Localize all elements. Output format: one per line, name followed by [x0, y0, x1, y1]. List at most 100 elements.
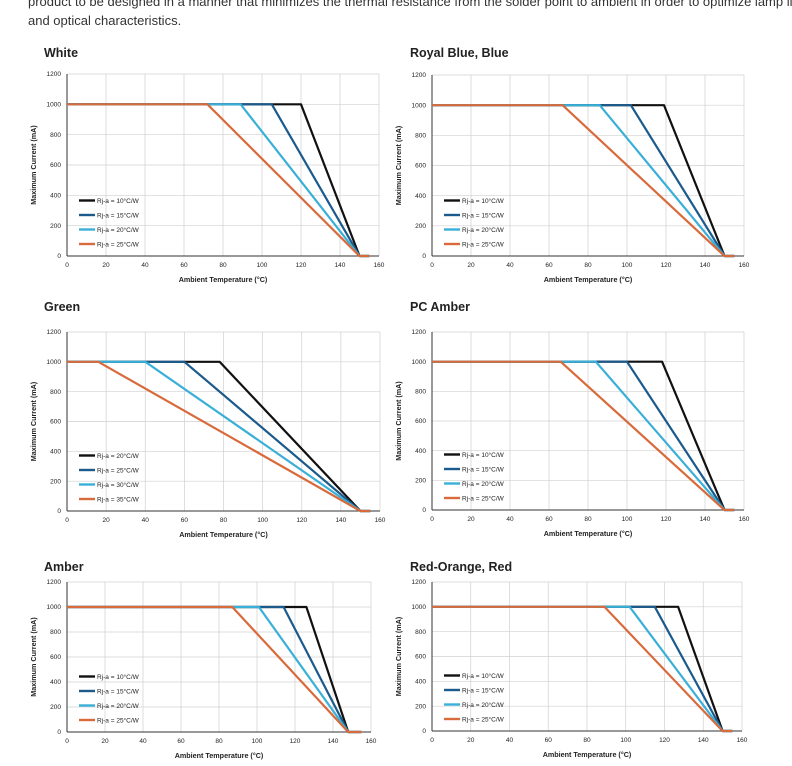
legend-label: Rj-a = 25°C/W [462, 494, 505, 502]
legend-label: Rj-a = 20°C/W [462, 701, 505, 709]
x-tick-label: 60 [177, 738, 185, 745]
legend-label: Rj-a = 10°C/W [462, 672, 505, 680]
x-tick-label: 60 [545, 262, 553, 269]
x-tick-label: 20 [467, 262, 475, 269]
chart-title: Amber [44, 560, 84, 574]
x-tick-label: 140 [700, 516, 711, 523]
y-tick-label: 1200 [47, 329, 62, 336]
x-axis-title: Ambient Temperature (°C) [544, 529, 633, 538]
y-tick-label: 600 [50, 419, 61, 426]
x-tick-label: 120 [659, 737, 670, 744]
x-tick-label: 20 [467, 516, 475, 523]
series-line [67, 605, 362, 734]
y-tick-label: 600 [415, 163, 426, 170]
legend-label: Rj-a = 15°C/W [97, 687, 140, 695]
series-line [432, 605, 733, 733]
y-tick-label: 200 [50, 223, 61, 230]
y-tick-label: 600 [50, 162, 61, 169]
x-tick-label: 80 [220, 517, 228, 524]
x-tick-label: 20 [101, 738, 109, 745]
y-tick-label: 800 [415, 629, 426, 636]
y-tick-label: 1000 [47, 359, 62, 366]
x-tick-label: 80 [583, 737, 591, 744]
x-tick-label: 120 [661, 262, 672, 269]
x-tick-label: 0 [65, 262, 69, 269]
legend-label: Rj-a = 20°C/W [462, 226, 505, 234]
legend-label: Rj-a = 20°C/W [97, 452, 140, 460]
y-tick-label: 400 [415, 193, 426, 200]
x-tick-label: 100 [620, 737, 631, 744]
x-axis-title: Ambient Temperature (°C) [543, 750, 632, 759]
legend-label: Rj-a = 25°C/W [97, 466, 140, 474]
series-line [432, 605, 733, 733]
legend-label: Rj-a = 25°C/W [462, 715, 505, 723]
y-tick-label: 1200 [412, 329, 427, 336]
legend-label: Rj-a = 25°C/W [97, 240, 140, 248]
y-tick-label: 0 [57, 508, 61, 515]
x-tick-label: 20 [102, 262, 110, 269]
y-tick-label: 800 [415, 389, 426, 396]
chart-title: Royal Blue, Blue [410, 46, 509, 60]
y-axis-title: Maximum Current (mA) [394, 381, 403, 461]
x-tick-label: 80 [215, 738, 223, 745]
legend-label: Rj-a = 25°C/W [97, 716, 140, 724]
y-tick-label: 1000 [412, 102, 427, 109]
x-tick-label: 140 [335, 262, 346, 269]
y-tick-label: 200 [50, 478, 61, 485]
x-tick-label: 0 [430, 262, 434, 269]
legend-label: Rj-a = 10°C/W [97, 673, 140, 681]
x-tick-label: 100 [257, 262, 268, 269]
legend-label: Rj-a = 20°C/W [97, 702, 140, 710]
chart-title: Green [44, 300, 81, 314]
series-line [432, 360, 735, 512]
x-tick-label: 80 [584, 516, 592, 523]
y-tick-label: 600 [415, 654, 426, 661]
legend-label: Rj-a = 30°C/W [97, 481, 140, 489]
y-tick-label: 800 [50, 629, 61, 636]
legend-label: Rj-a = 25°C/W [462, 240, 505, 248]
chart-title: Red-Orange, Red [410, 560, 513, 574]
x-tick-label: 120 [296, 517, 307, 524]
y-tick-label: 400 [415, 679, 426, 686]
x-tick-label: 160 [374, 262, 385, 269]
y-tick-label: 1000 [47, 604, 62, 611]
y-tick-label: 0 [422, 507, 426, 514]
x-tick-label: 80 [584, 262, 592, 269]
x-tick-label: 0 [430, 737, 434, 744]
x-tick-label: 100 [257, 517, 268, 524]
legend-label: Rj-a = 15°C/W [462, 465, 505, 473]
y-tick-label: 200 [50, 704, 61, 711]
y-tick-label: 400 [50, 193, 61, 200]
y-tick-label: 800 [50, 389, 61, 396]
x-axis-title: Ambient Temperature (°C) [175, 751, 264, 760]
legend-label: Rj-a = 15°C/W [97, 211, 140, 219]
x-tick-label: 160 [366, 738, 377, 745]
series-line [67, 360, 371, 513]
x-tick-label: 140 [335, 517, 346, 524]
x-tick-label: 160 [375, 517, 386, 524]
y-tick-label: 400 [415, 448, 426, 455]
x-tick-label: 40 [139, 738, 147, 745]
x-tick-label: 100 [622, 516, 633, 523]
legend-label: Rj-a = 20°C/W [462, 480, 505, 488]
x-tick-label: 160 [739, 516, 750, 523]
y-tick-label: 200 [415, 703, 426, 710]
x-tick-label: 100 [622, 262, 633, 269]
chart-title: PC Amber [410, 300, 470, 314]
x-tick-label: 60 [181, 517, 189, 524]
legend-label: Rj-a = 15°C/W [462, 686, 505, 694]
x-tick-label: 20 [467, 737, 475, 744]
y-tick-label: 800 [415, 133, 426, 140]
y-tick-label: 1000 [47, 102, 62, 109]
x-axis-title: Ambient Temperature (°C) [179, 275, 268, 284]
y-axis-title: Maximum Current (mA) [29, 125, 38, 205]
x-axis-title: Ambient Temperature (°C) [544, 275, 633, 284]
x-tick-label: 0 [430, 516, 434, 523]
x-tick-label: 0 [65, 517, 69, 524]
y-tick-label: 0 [57, 253, 61, 260]
legend-label: Rj-a = 35°C/W [97, 495, 140, 503]
x-tick-label: 0 [65, 738, 69, 745]
y-tick-label: 1200 [47, 71, 62, 78]
